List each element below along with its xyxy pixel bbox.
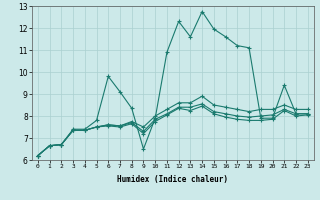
X-axis label: Humidex (Indice chaleur): Humidex (Indice chaleur) — [117, 175, 228, 184]
